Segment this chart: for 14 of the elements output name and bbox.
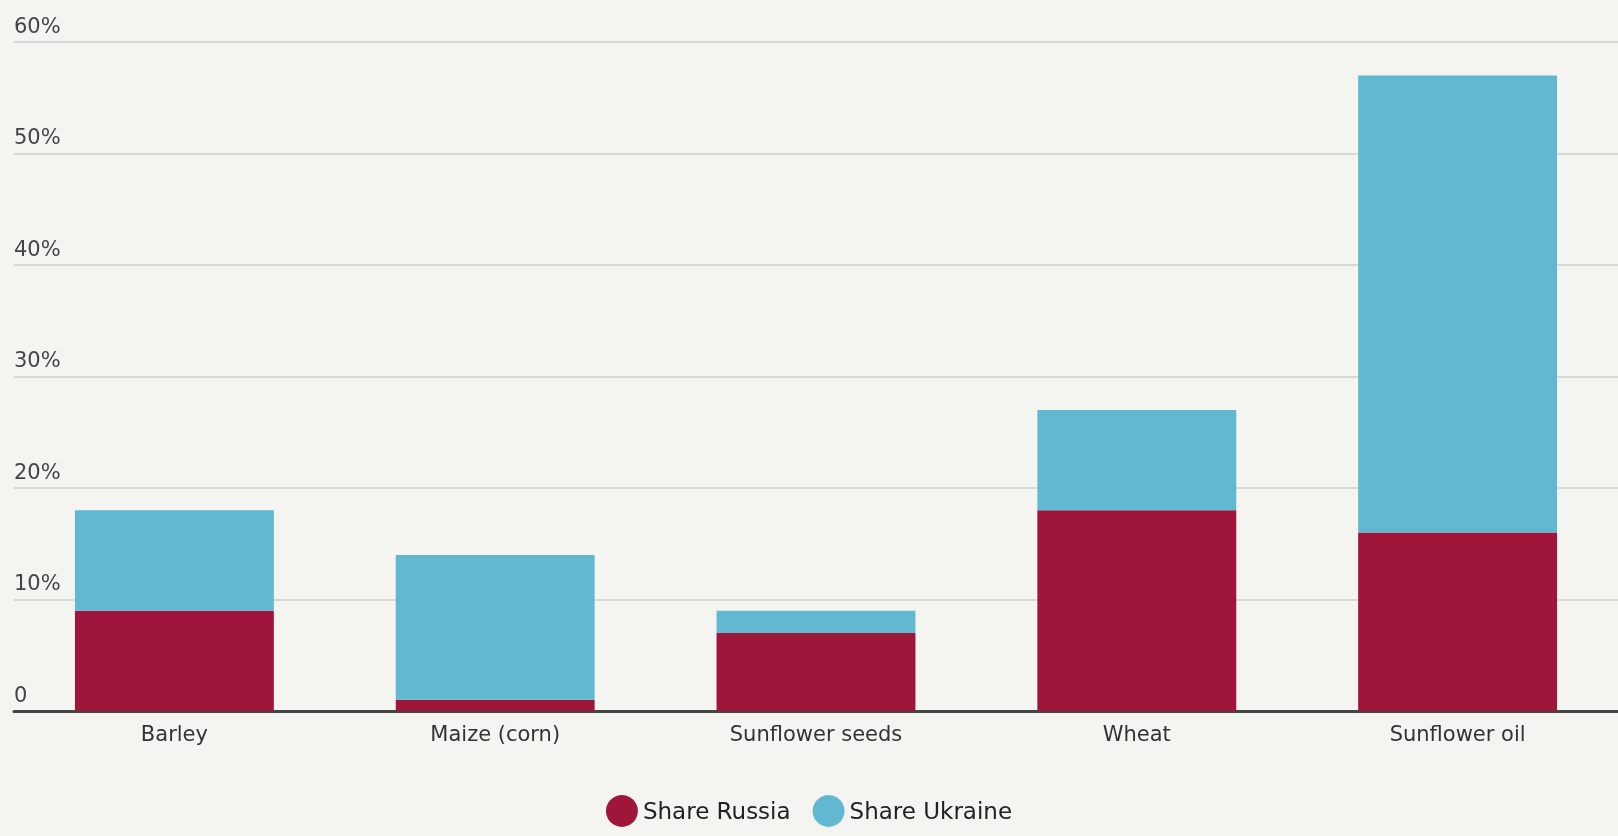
y-tick-label: 60%: [14, 13, 61, 38]
x-tick-label: Sunflower oil: [1389, 721, 1526, 746]
y-tick-label: 10%: [14, 571, 61, 595]
y-tick-label: 0: [14, 682, 28, 707]
legend-label: Share Russia: [642, 798, 791, 824]
y-tick-label: 40%: [14, 236, 61, 261]
x-tick-label: Maize (corn): [430, 721, 561, 746]
x-tick-label: Wheat: [1102, 721, 1171, 746]
x-tick-label: Barley: [140, 721, 208, 746]
y-tick-label: 30%: [14, 348, 61, 372]
x-tick-label: Sunflower seeds: [729, 721, 903, 746]
y-tick-label: 20%: [14, 459, 61, 484]
legend-label: Share Ukraine: [849, 798, 1013, 824]
y-tick-label: 50%: [14, 125, 61, 149]
